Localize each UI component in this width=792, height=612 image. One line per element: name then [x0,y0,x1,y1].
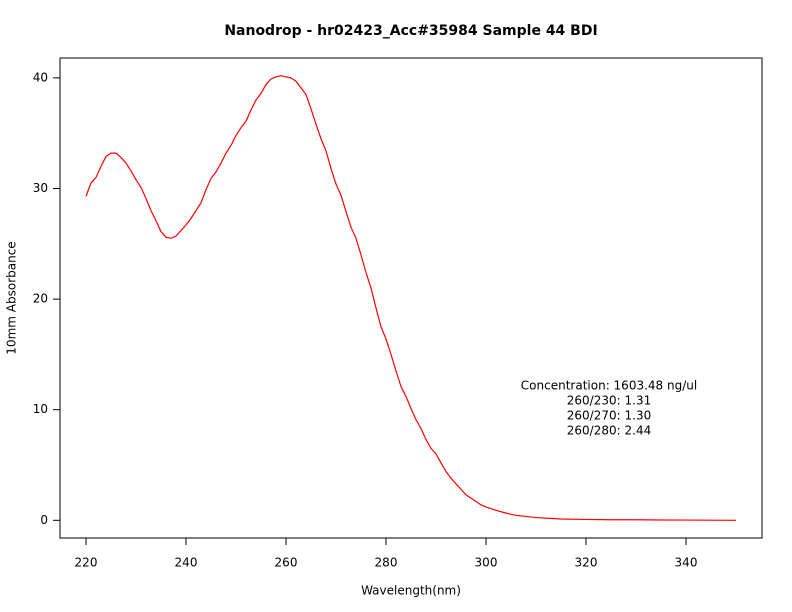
x-tick-label: 240 [175,556,198,570]
x-tick-label: 320 [575,556,598,570]
x-tick-label: 220 [75,556,98,570]
plot-frame [59,57,763,539]
x-tick-label: 280 [375,556,398,570]
data-line [85,75,737,521]
y-tick-label: 20 [33,292,48,306]
annotation: 260/280: 2.44 [567,424,651,438]
annotation: Concentration: 1603.48 ng/ul [521,379,697,393]
x-tick-label: 340 [675,556,698,570]
x-tick-label: 300 [475,556,498,570]
y-tick-label: 0 [40,513,48,527]
chart-title: Nanodrop - hr02423_Acc#35984 Sample 44 B… [224,23,597,39]
annotation: 260/270: 1.30 [567,409,651,423]
y-tick-label: 10 [33,402,48,416]
y-tick-label: 40 [33,70,48,84]
annotation: 260/230: 1.31 [567,394,651,408]
y-tick-label: 30 [33,181,48,195]
y-axis-label: 10mm Absorbance [5,241,19,354]
x-tick-label: 260 [275,556,298,570]
x-axis-label: Wavelength(nm) [361,584,461,598]
